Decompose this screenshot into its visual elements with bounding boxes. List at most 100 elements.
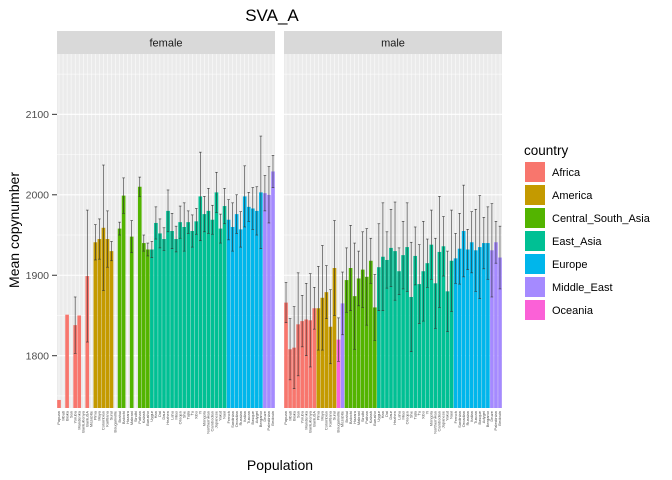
bar	[316, 308, 321, 408]
x-tick-label: Naxi	[449, 411, 454, 419]
x-tick-label: Pathan	[137, 411, 142, 424]
bar	[300, 321, 304, 408]
x-tick-label: Yi	[425, 411, 430, 415]
x-tick-label: Sardinian	[230, 411, 235, 428]
bar	[166, 210, 170, 408]
bar	[373, 307, 377, 408]
facet-strip-label: female	[149, 38, 182, 50]
bar	[405, 247, 409, 408]
legend-key	[525, 300, 545, 320]
x-tick-label: NorthernHan	[433, 411, 438, 434]
y-tick-label: 1900	[26, 270, 50, 282]
facet-panels: Papuan Mbuti Biaka San Yoruba Mandenka BantuKe…	[56, 31, 502, 434]
x-tick-label: Cambodian	[437, 411, 442, 431]
bar	[482, 243, 486, 408]
x-tick-label: Bedouin	[497, 411, 502, 426]
x-tick-label: Tu	[189, 411, 194, 416]
bar	[202, 214, 207, 408]
x-tick-label: Han	[153, 411, 158, 418]
x-tick-label: Palestinian	[266, 411, 271, 431]
bar	[141, 243, 146, 408]
bar	[65, 314, 69, 408]
x-tick-label: Miao	[173, 410, 178, 419]
x-tick-label: Russian	[465, 411, 470, 425]
x-tick-label: Oroqen	[404, 411, 409, 424]
x-tick-label: Brahui	[117, 411, 122, 423]
x-tick-label: Papuan	[283, 411, 288, 425]
x-tick-label: BantuSA	[84, 411, 89, 427]
x-tick-label: Mongola	[202, 410, 207, 426]
x-tick-label: Surui	[109, 411, 114, 420]
bar	[174, 239, 178, 408]
chart-title: SVA_A	[245, 6, 299, 25]
bar	[230, 226, 235, 408]
x-tick-label: Italian	[242, 411, 247, 422]
bar	[190, 231, 195, 408]
bar	[332, 268, 337, 408]
bar	[194, 221, 199, 408]
x-tick-label: Pima	[316, 410, 321, 420]
x-tick-label: San	[68, 411, 73, 418]
x-tick-label: Xibo	[420, 410, 425, 419]
x-tick-label: Biaka	[64, 410, 69, 421]
bar	[385, 259, 389, 408]
bar	[348, 268, 353, 408]
x-tick-label: Lahu	[396, 411, 401, 420]
x-tick-label: Balochi	[348, 411, 353, 424]
bar	[425, 263, 430, 408]
bar	[445, 291, 450, 408]
x-tick-label: Makrani	[129, 411, 134, 425]
bar	[146, 249, 150, 408]
legend-label: Central_South_Asia	[552, 213, 651, 225]
bar	[393, 251, 397, 408]
x-tick-label: Mozabite	[89, 410, 94, 427]
facet-panel-male: Papuan Mbuti Biaka San Yoruba Mandenka BantuKe…	[283, 31, 502, 434]
x-tick-label: Bergamo	[485, 410, 490, 427]
bar	[109, 251, 114, 408]
bar	[218, 228, 223, 408]
x-tick-label: Uygur	[376, 410, 381, 421]
bar	[449, 260, 454, 408]
legend-key	[525, 231, 545, 251]
panel-background	[57, 54, 275, 408]
bar	[117, 228, 122, 408]
x-tick-label: Adygei	[481, 411, 486, 423]
x-tick-label: Sindhi	[360, 411, 365, 422]
x-tick-label: Kalash	[141, 411, 146, 423]
x-tick-label: Sardinian	[457, 411, 462, 428]
bar	[150, 249, 154, 408]
bar	[226, 219, 231, 408]
bar	[73, 325, 77, 408]
bar	[397, 271, 401, 408]
bar	[101, 227, 106, 408]
bar	[441, 246, 446, 408]
x-tick-label: Druze	[489, 410, 494, 421]
y-tick-label: 1800	[26, 351, 50, 363]
bar	[137, 186, 142, 408]
bar	[162, 239, 166, 408]
x-tick-label: Druze	[262, 410, 267, 421]
bar	[473, 250, 478, 408]
x-tick-label: BantuSA	[311, 411, 316, 427]
bar	[494, 242, 498, 408]
bar	[477, 247, 482, 408]
bar	[368, 260, 373, 408]
bar	[409, 296, 413, 408]
bar	[328, 326, 333, 408]
legend-key	[525, 254, 545, 274]
bar	[312, 308, 317, 408]
x-tick-label: Dai	[384, 411, 389, 417]
bar	[389, 247, 393, 408]
x-tick-label: Palestinian	[493, 411, 498, 431]
legend-key	[525, 162, 545, 182]
legend-label: America	[552, 190, 593, 202]
x-tick-label: Russian	[238, 411, 243, 425]
x-tick-label: Orcadian	[234, 411, 239, 427]
x-tick-label: Bedouin	[270, 411, 275, 426]
bar	[198, 196, 203, 408]
bar	[304, 319, 309, 408]
bar	[461, 231, 466, 408]
legend-label: Europe	[552, 259, 587, 271]
bar	[154, 222, 158, 408]
